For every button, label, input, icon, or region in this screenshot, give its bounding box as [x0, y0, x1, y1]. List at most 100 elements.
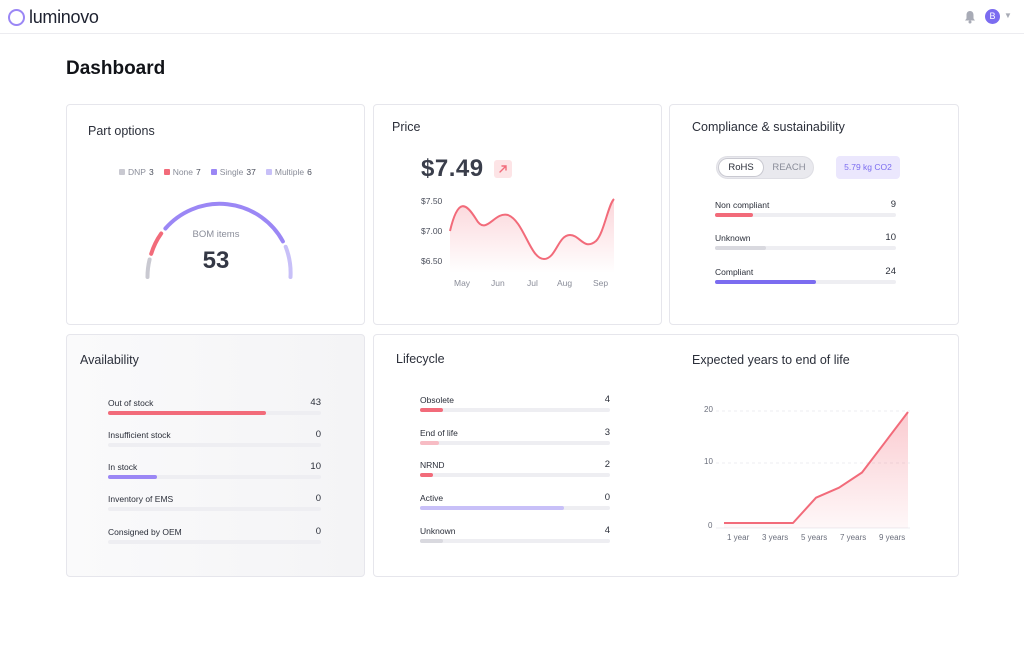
metric-track [420, 408, 610, 412]
metric-label: Inventory of EMS [108, 494, 174, 504]
metric-value: 43 [310, 397, 321, 408]
price-line [449, 198, 615, 261]
metric-value: 9 [890, 199, 896, 210]
metric-label: Insufficient stock [108, 430, 171, 440]
eol-chart-title: Expected years to end of life [692, 353, 850, 367]
toggle-rohs[interactable]: RoHS [719, 159, 763, 176]
price-value: $7.49 [421, 155, 484, 182]
metric-value: 10 [885, 232, 896, 243]
logo[interactable]: luminovo [8, 7, 99, 28]
gauge-segment-dnp [145, 257, 152, 279]
metric-label: NRND [420, 460, 445, 470]
metric-fill [715, 280, 817, 284]
lifecycle-row-obsolete[interactable]: Obsolete 4 [420, 394, 610, 412]
price-month-label: May [454, 278, 471, 288]
lifecycle-row-end-of-life[interactable]: End of life 3 [420, 427, 610, 445]
eol-x-tick: 3 years [762, 533, 789, 542]
availability-row-in-stock[interactable]: In stock 10 [108, 461, 321, 479]
metric-track [108, 443, 321, 447]
lifecycle-row-unknown[interactable]: Unknown 4 [420, 525, 610, 543]
bell-icon[interactable] [964, 10, 976, 24]
metric-track [108, 475, 321, 479]
metric-track [715, 280, 896, 284]
metric-label: Unknown [420, 526, 456, 536]
metric-label: Obsolete [420, 395, 455, 405]
metric-value: 0 [315, 429, 321, 440]
compliance-row-unknown[interactable]: Unknown 10 [715, 232, 896, 250]
legend-value: 7 [196, 167, 201, 177]
co2-badge: 5.79 kg CO2 [836, 156, 900, 179]
metric-fill [108, 411, 266, 415]
metric-fill [715, 246, 766, 250]
metric-fill [420, 408, 443, 412]
price-axis-tick: $6.50 [421, 256, 443, 266]
metric-label: In stock [108, 462, 138, 472]
metric-value: 0 [315, 526, 321, 537]
metric-fill [420, 473, 434, 477]
legend-dot [265, 169, 272, 175]
price-area [450, 199, 614, 273]
card-title: Price [392, 120, 421, 134]
metric-value: 0 [315, 493, 321, 504]
metric-track [715, 246, 896, 250]
legend-label: None [172, 167, 194, 177]
gauge-segment-multiple [283, 244, 293, 279]
metric-value: 3 [604, 427, 610, 438]
eol-line [724, 411, 909, 524]
metric-track [715, 213, 896, 217]
eol-chart [716, 410, 910, 529]
card-title: Compliance & sustainability [692, 120, 845, 134]
eol-x-tick: 7 years [840, 533, 867, 542]
card-title: Availability [80, 353, 139, 367]
page-title: Dashboard [66, 58, 166, 79]
eol-x-tick: 9 years [879, 533, 906, 542]
legend-item-multiple[interactable]: Multiple 6 [265, 167, 312, 177]
legend-label: Multiple [274, 167, 305, 177]
metric-track [420, 539, 610, 543]
part-options-card: Part options DNP 3 None 7 Single 37 Mult… [66, 104, 365, 325]
eol-y-tick: 10 [704, 457, 713, 466]
bom-gauge [145, 201, 293, 279]
eol-x-tick: 1 year [727, 533, 750, 542]
price-month-label: Aug [557, 278, 573, 288]
eol-area [724, 412, 908, 528]
legend-item-none[interactable]: None 7 [163, 167, 201, 177]
top-bar: luminovo B ▼ [0, 0, 1024, 34]
compliance-row-non-compliant[interactable]: Non compliant 9 [715, 199, 896, 217]
card-title: Part options [88, 124, 155, 138]
legend-item-single[interactable]: Single 37 [210, 167, 256, 177]
availability-card: Availability Out of stock 43 Insufficien… [66, 334, 365, 577]
avatar[interactable]: B [985, 9, 1000, 24]
price-month-label: Jun [491, 278, 505, 288]
trend-up-icon [494, 160, 512, 178]
price-axis-tick: $7.50 [421, 196, 443, 206]
availability-row-consigned-by-oem[interactable]: Consigned by OEM 0 [108, 526, 321, 544]
eol-y-tick: 0 [708, 521, 713, 530]
metric-label: Non compliant [715, 200, 770, 210]
legend-dot [163, 169, 170, 175]
toggle-reach[interactable]: REACH [772, 162, 806, 173]
availability-row-insufficient-stock[interactable]: Insufficient stock 0 [108, 429, 321, 447]
metric-label: End of life [420, 428, 458, 438]
metric-value: 4 [604, 525, 610, 536]
chevron-down-icon[interactable]: ▼ [1004, 11, 1012, 20]
metric-track [420, 473, 610, 477]
lifecycle-row-active[interactable]: Active 0 [420, 492, 610, 510]
price-axis-tick: $7.00 [421, 226, 443, 236]
metric-value: 0 [604, 492, 610, 503]
gauge-segment-none [149, 231, 164, 256]
availability-row-out-of-stock[interactable]: Out of stock 43 [108, 397, 321, 415]
legend-item-dnp[interactable]: DNP 3 [119, 167, 154, 177]
legend-dot [210, 169, 217, 175]
legend-value: 37 [246, 167, 256, 177]
metric-value: 10 [310, 461, 321, 472]
metric-track [420, 441, 610, 445]
legend-value: 6 [307, 167, 312, 177]
bom-items-label: BOM items [192, 229, 240, 240]
metric-fill [420, 506, 565, 510]
metric-label: Active [420, 493, 444, 503]
lifecycle-row-nrnd[interactable]: NRND 2 [420, 459, 610, 477]
availability-row-inventory-of-ems[interactable]: Inventory of EMS 0 [108, 493, 321, 511]
gauge-segment-single [163, 201, 285, 244]
compliance-row-compliant[interactable]: Compliant 24 [715, 266, 896, 284]
